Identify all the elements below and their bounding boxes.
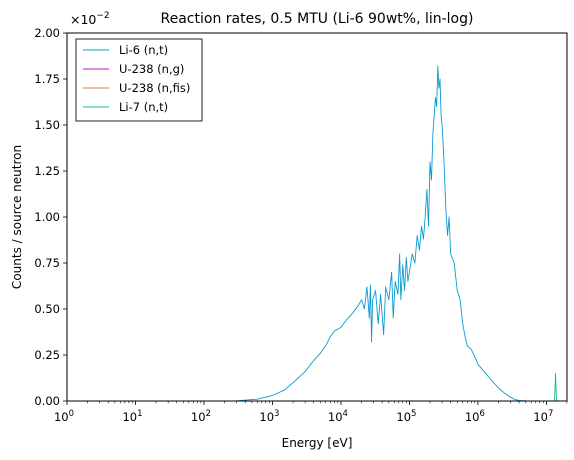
x-tick-label: 101 [122,409,142,424]
x-tick-label: 106 [465,409,485,424]
x-axis: 100 101 102 103 104 105 106 107 [54,401,568,424]
x-tick-label: 102 [191,409,211,424]
x-axis-label: Energy [eV] [282,436,353,450]
x-tick-label: 107 [533,409,553,424]
x-tick-label: 104 [328,409,348,424]
y-tick-label: 1.75 [34,72,60,86]
y-tick-label: 0.75 [34,256,60,270]
y-tick-label: 1.25 [34,164,60,178]
legend-label-2: U-238 (n,fis) [119,81,190,95]
y-axis-label: Counts / source neutron [10,145,24,289]
legend-label-1: U-238 (n,g) [119,62,184,76]
y-tick-label: 1.50 [34,118,60,132]
y-axis: 0.00 0.25 0.50 0.75 1.00 1.25 1.50 1.75 2.00 [34,26,67,408]
legend-label-0: Li-6 (n,t) [119,43,168,57]
legend-label-3: Li-7 (n,t) [119,100,168,114]
y-tick-label: 0.25 [34,348,60,362]
y-tick-label: 1.00 [34,210,60,224]
chart-title: Reaction rates, 0.5 MTU (Li-6 90wt%, lin… [161,11,474,27]
x-tick-label: 105 [396,409,416,424]
y-tick-label: 0.50 [34,302,60,316]
x-tick-label: 103 [259,409,279,424]
y-multiplier-label: ×10−2 [70,11,110,27]
y-tick-label: 2.00 [34,26,60,40]
legend-box [75,38,203,122]
series-line-0 [67,65,567,402]
series-line-3 [67,372,567,402]
y-multiplier-exponent: −2 [96,11,109,21]
y-tick-label: 0.00 [34,394,60,408]
x-tick-label: 100 [54,409,74,424]
legend: Li-6 (n,t) U-238 (n,g) U-238 (n,fis) Li-7 (… [75,38,203,122]
